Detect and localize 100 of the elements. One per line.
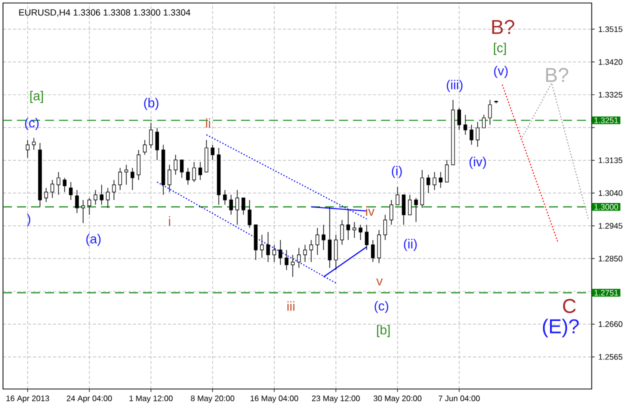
candlestick [364,224,369,250]
candlestick [390,200,394,226]
candlestick [377,230,381,264]
y-tick-label: 1.2850 [598,256,622,262]
candlestick [284,250,288,270]
y-tick-label: 1.3135 [598,157,622,164]
candlestick [396,186,400,206]
y-tick-label: 1.3420 [598,59,622,65]
annotation: iv [366,206,375,216]
candlestick [278,240,282,266]
candlestick [426,174,430,194]
candlestick [476,122,480,148]
candlestick [334,234,338,270]
annotation: ) [26,214,30,226]
x-tick-label: 16 Apr 2013 [6,396,50,403]
candlestick [118,168,122,190]
x-tick-label: 23 May 12:00 [312,396,360,403]
ref-line-label: 1.3251 [594,117,618,124]
candlestick [340,220,344,246]
annotation: [a] [30,90,43,103]
candlestick [180,160,184,178]
text: EURUSD,H4 1.3306 1.3308 1.3300 1.3304 [19,9,190,17]
annotation: B? [492,20,514,34]
x-tick-label: 24 Apr 04:00 [66,396,112,403]
candlestick [223,190,227,206]
candlestick [328,206,332,268]
y-tick-label: 1.3040 [598,190,622,196]
candlestick [155,128,159,160]
annotation: (i) [392,166,402,178]
y-tick-label: 1.3515 [598,26,622,32]
annotation: v [376,278,383,286]
candlestick [402,194,406,226]
candlestick [87,198,92,216]
candlestick [358,224,362,240]
annotation: C [563,298,576,314]
candlestick [445,160,449,182]
annotation: (a) [86,234,101,246]
annotation: [c] [494,42,506,55]
candlestick [142,140,147,156]
candlestick [174,154,178,176]
x-tick-label: 16 May 04:00 [250,396,298,403]
candlestick [62,178,66,192]
y-tick-label: 1.2565 [598,354,622,360]
candlestick [346,210,350,240]
candlestick [303,244,307,262]
candlestick [32,138,36,150]
candlestick [94,190,98,206]
candlestick [50,180,54,198]
x-tick-label: 30 May 20:00 [374,396,422,403]
candlestick [457,108,462,130]
candlestick [242,198,246,216]
candlestick [106,188,110,208]
candlestick [260,234,264,258]
candlestick [482,114,486,128]
x-tick-label: 7 Jun 04:00 [438,396,480,402]
candlestick [316,228,320,256]
ref-line-label: 1.3000 [594,204,618,210]
candlestick [192,162,196,182]
candlestick [75,190,79,214]
candlestick [210,144,214,160]
candlestick [235,190,240,226]
annotation: B? [546,68,568,82]
candlestick [297,248,301,268]
candlestick [371,240,375,262]
annotation: ii [206,118,210,128]
candlestick [198,162,202,180]
ref-line-label: 1.2751 [594,290,618,296]
candlestick [168,164,172,192]
candlestick [26,140,30,158]
y-tick-label: 1.3325 [598,92,622,98]
candlestick [136,150,140,180]
annotation: (ii) [404,238,417,252]
candlestick [248,200,252,228]
y-tick-label: 1.2660 [598,321,622,327]
annotation: (c) [25,118,39,130]
y-tick-label: 1.2945 [598,222,622,229]
candlestick [149,122,153,148]
candlestick [186,168,190,186]
candlestick [112,180,116,200]
candlestick [463,114,468,136]
candlestick [272,244,276,262]
annotation: (c) [374,300,388,314]
annotation: (iii) [446,80,462,92]
candlestick [488,100,492,126]
annotation: (E)? [542,318,579,338]
annotation: (b) [144,98,158,110]
candlestick [408,194,412,216]
candlestick [124,164,128,186]
candlestick [68,182,73,200]
candlestick [130,168,134,190]
candlestick [309,240,314,262]
candlestick [322,224,326,250]
candlestick [100,184,104,206]
candlestick [44,188,48,202]
candlestick [352,222,356,238]
candlestick [56,172,60,196]
x-tick-label: 1 May 12:00 [130,396,173,403]
candlestick [383,214,388,240]
candlestick [290,254,295,278]
candlestick [81,200,85,224]
